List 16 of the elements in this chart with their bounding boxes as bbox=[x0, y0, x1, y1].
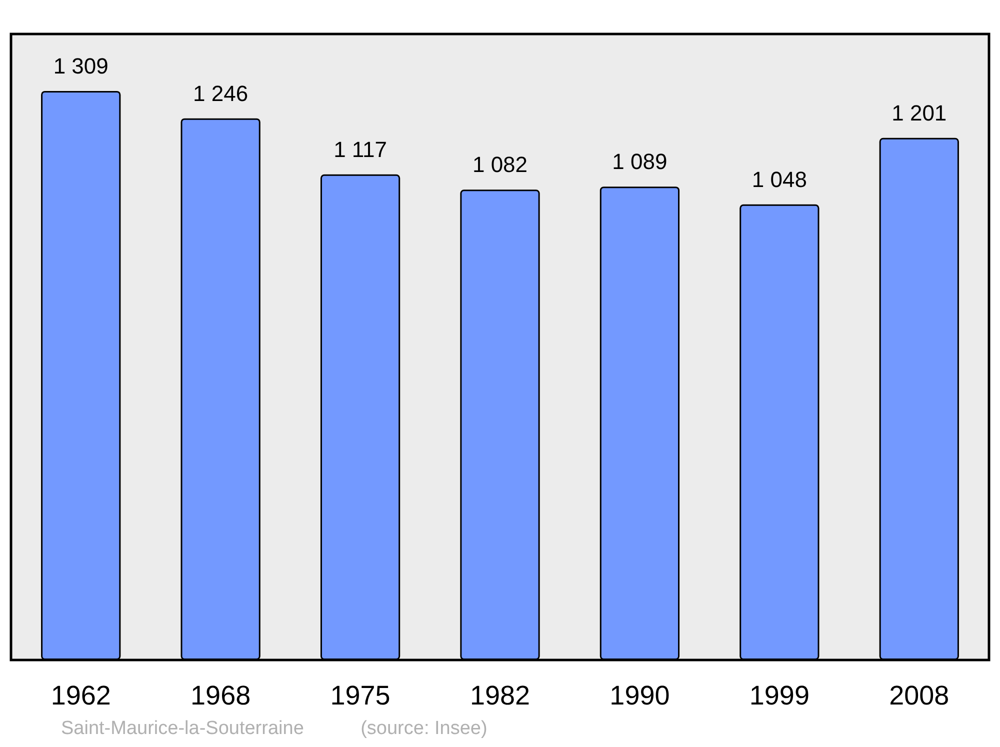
text: (source: Insee) bbox=[360, 718, 488, 739]
data-label: 1 246 bbox=[193, 80, 248, 106]
x-tick-label: 1982 bbox=[470, 680, 530, 710]
x-tick-label: 1990 bbox=[610, 680, 670, 710]
data-label: 1 309 bbox=[53, 53, 108, 78]
data-label: 1 201 bbox=[892, 100, 947, 126]
x-tick-label: 1968 bbox=[190, 680, 251, 710]
x-tick-label: 1999 bbox=[749, 680, 810, 710]
x-tick-label: 1962 bbox=[50, 680, 111, 710]
x-tick-label: 1975 bbox=[330, 680, 390, 710]
x-tick-label: 2008 bbox=[889, 680, 950, 710]
data-label: 1 082 bbox=[472, 152, 528, 178]
data-label: 1 048 bbox=[752, 166, 807, 192]
data-label: 1 117 bbox=[334, 136, 387, 162]
text: Saint-Maurice-la-Souterraine bbox=[61, 718, 304, 739]
data-label: 1 089 bbox=[612, 149, 668, 174]
